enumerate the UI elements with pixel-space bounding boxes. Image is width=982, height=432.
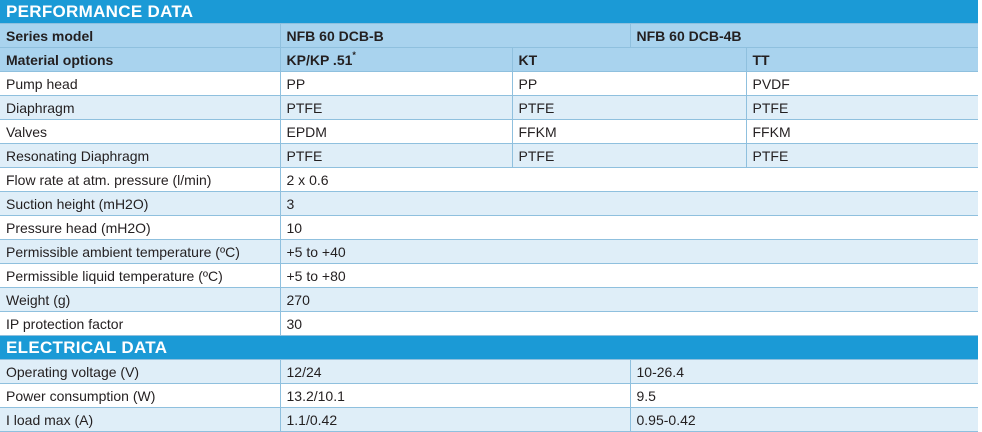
material-row: Valves EPDM FFKM FFKM — [0, 119, 979, 144]
spec-value: 2 x 0.6 — [279, 167, 979, 192]
electrical-label: Power consumption (W) — [0, 383, 280, 408]
spec-row: Permissible liquid temperature (ºC) +5 t… — [0, 263, 979, 288]
spec-label: Suction height (mH2O) — [0, 191, 280, 216]
electrical-value-4b: 9.5 — [629, 383, 979, 408]
spec-row: Flow rate at atm. pressure (l/min) 2 x 0… — [0, 167, 979, 192]
material-label: Valves — [0, 119, 280, 144]
spec-row: Permissible ambient temperature (ºC) +5 … — [0, 239, 979, 264]
spec-label: Flow rate at atm. pressure (l/min) — [0, 167, 280, 192]
spec-value: +5 to +80 — [279, 263, 979, 288]
spec-value: 3 — [279, 191, 979, 216]
footnote-mark: * — [352, 49, 356, 60]
series-model-row: Series model NFB 60 DCB-B NFB 60 DCB-4B — [0, 23, 979, 48]
electrical-value-b: 13.2/10.1 — [279, 383, 630, 408]
material-value-tt: PVDF — [745, 71, 979, 96]
electrical-row: I load max (A) 1.1/0.42 0.95-0.42 — [0, 407, 979, 432]
material-label: Diaphragm — [0, 95, 280, 120]
spec-row: Weight (g) 270 — [0, 287, 979, 312]
material-value-tt: PTFE — [745, 143, 979, 168]
performance-header-row: PERFORMANCE DATA — [0, 0, 979, 24]
electrical-value-4b: 10-26.4 — [629, 359, 979, 384]
material-value-kp: PTFE — [279, 95, 512, 120]
material-value-kt: FFKM — [511, 119, 746, 144]
spec-label: Pressure head (mH2O) — [0, 215, 280, 240]
material-value-tt: FFKM — [745, 119, 979, 144]
performance-title: PERFORMANCE DATA — [0, 0, 979, 24]
material-row: Diaphragm PTFE PTFE PTFE — [0, 95, 979, 120]
electrical-label: Operating voltage (V) — [0, 359, 280, 384]
electrical-value-b: 1.1/0.42 — [279, 407, 630, 432]
series-model-4b: NFB 60 DCB-4B — [629, 23, 979, 48]
electrical-value-4b: 0.95-0.42 — [629, 407, 979, 432]
material-option-tt: TT — [745, 47, 979, 72]
material-label: Resonating Diaphragm — [0, 143, 280, 168]
material-option-kp-text: KP/KP .51 — [286, 51, 353, 68]
spec-value: +5 to +40 — [279, 239, 979, 264]
material-value-kt: PTFE — [511, 143, 746, 168]
spec-row: Pressure head (mH2O) 10 — [0, 215, 979, 240]
material-value-kt: PTFE — [511, 95, 746, 120]
spec-row: IP protection factor 30 — [0, 311, 979, 336]
material-value-kp: PTFE — [279, 143, 512, 168]
material-value-tt: PTFE — [745, 95, 979, 120]
material-row: Resonating Diaphragm PTFE PTFE PTFE — [0, 143, 979, 168]
electrical-title: ELECTRICAL DATA — [0, 335, 979, 360]
material-options-row: Material options KP/KP .51* KT TT — [0, 47, 979, 72]
electrical-row: Power consumption (W) 13.2/10.1 9.5 — [0, 383, 979, 408]
material-option-kp: KP/KP .51* — [279, 47, 512, 72]
material-value-kp: EPDM — [279, 119, 512, 144]
spec-label: IP protection factor — [0, 311, 280, 336]
material-label: Pump head — [0, 71, 280, 96]
material-options-label: Material options — [0, 47, 280, 72]
electrical-value-b: 12/24 — [279, 359, 630, 384]
electrical-header-row: ELECTRICAL DATA — [0, 335, 979, 360]
spec-value: 10 — [279, 215, 979, 240]
spec-row: Suction height (mH2O) 3 — [0, 191, 979, 216]
electrical-row: Operating voltage (V) 12/24 10-26.4 — [0, 359, 979, 384]
material-option-kt: KT — [511, 47, 746, 72]
series-model-label: Series model — [0, 23, 280, 48]
spec-label: Weight (g) — [0, 287, 280, 312]
spec-label: Permissible liquid temperature (ºC) — [0, 263, 280, 288]
spec-value: 270 — [279, 287, 979, 312]
series-model-b: NFB 60 DCB-B — [279, 23, 630, 48]
material-value-kt: PP — [511, 71, 746, 96]
spec-label: Permissible ambient temperature (ºC) — [0, 239, 280, 264]
spec-value: 30 — [279, 311, 979, 336]
electrical-label: I load max (A) — [0, 407, 280, 432]
material-value-kp: PP — [279, 71, 512, 96]
material-row: Pump head PP PP PVDF — [0, 71, 979, 96]
